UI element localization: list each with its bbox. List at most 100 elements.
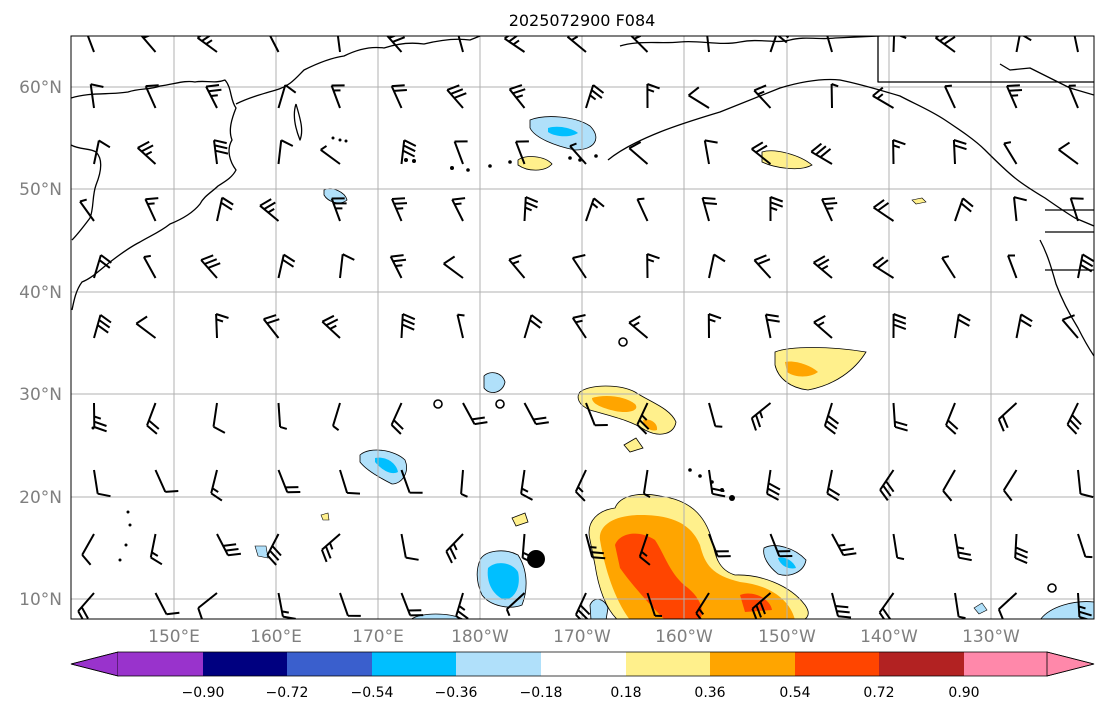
wind-barb	[523, 402, 549, 426]
colorbar: −0.90 −0.72 −0.54 −0.36 −0.18 0.18 0.36 …	[70, 651, 1095, 701]
wind-barb	[1061, 314, 1079, 339]
colorbar-tick-label: −0.54	[351, 685, 394, 701]
wind-barb	[942, 469, 956, 502]
wind-barb	[521, 533, 535, 565]
wind-barb	[508, 254, 526, 279]
wind-barb	[943, 84, 956, 109]
wind-barb	[154, 469, 179, 493]
wind-barb	[1067, 84, 1079, 109]
wind-barb	[332, 402, 341, 431]
wind-barb	[216, 533, 242, 557]
wind-barb	[941, 255, 956, 279]
wind-barb	[826, 469, 841, 502]
wind-barb	[708, 402, 723, 428]
wind-barb	[457, 36, 464, 53]
colorbar-max-extend	[1046, 651, 1095, 677]
wind-barb	[753, 84, 772, 109]
wind-barb	[336, 36, 341, 53]
wind-barb	[954, 313, 971, 339]
gridlines	[71, 36, 1094, 619]
wind-barb	[330, 84, 345, 109]
wind-barb	[769, 533, 793, 558]
wind-barb	[213, 139, 229, 165]
lon-label-150e: 150°E	[148, 627, 200, 647]
wind-barb	[453, 140, 468, 165]
colorbar-swatch	[879, 652, 964, 676]
wind-barb	[146, 402, 160, 435]
wind-barb	[687, 86, 710, 109]
wind-barb	[701, 196, 717, 222]
open-marker	[618, 337, 628, 347]
wind-barb	[1058, 141, 1079, 165]
wind-barb	[750, 402, 772, 431]
wind-barb	[504, 36, 526, 53]
wind-barb	[810, 142, 833, 165]
wind-barb	[1015, 313, 1033, 339]
wind-barb	[571, 314, 587, 339]
lat-label-10n: 10°N	[19, 590, 62, 610]
wind-barb	[390, 84, 407, 109]
colorbar-swatch	[964, 652, 1047, 676]
longitude-labels: 150°E 160°E 170°E 180°W 170°W 160°W 150°…	[148, 627, 1020, 647]
wind-barb	[149, 533, 163, 566]
wind-barb	[137, 140, 157, 165]
wind-barb	[135, 315, 157, 339]
wind-barb	[200, 254, 221, 279]
wind-barb	[259, 198, 280, 222]
open-marker	[433, 399, 443, 409]
wind-barb	[400, 469, 423, 494]
wind-barb	[872, 86, 895, 109]
wind-barb	[462, 402, 488, 426]
colorbar-min-extend	[70, 651, 119, 677]
wind-barb	[266, 533, 282, 566]
wind-barb	[81, 533, 95, 566]
wind-barb	[443, 255, 464, 279]
wind-barb	[945, 402, 959, 435]
wind-barb	[446, 84, 467, 109]
wind-barb	[952, 139, 967, 165]
wind-barbs	[77, 36, 1094, 619]
positive-anomaly-east	[774, 347, 867, 391]
wind-barb	[646, 592, 663, 617]
wind-barb	[892, 36, 907, 53]
wind-barb	[878, 592, 895, 619]
wind-barb	[954, 533, 972, 562]
wind-barb	[89, 83, 104, 109]
lon-label-130w: 130°W	[962, 627, 1020, 647]
wind-barb	[873, 199, 895, 222]
wind-barb	[636, 402, 650, 435]
wind-barb	[954, 197, 974, 222]
wind-barb	[262, 314, 280, 339]
lon-label-160w: 160°W	[655, 627, 713, 647]
wind-barb	[1077, 469, 1094, 499]
wind-barb	[93, 469, 111, 498]
wind-barb	[216, 196, 234, 222]
wind-barb	[766, 469, 781, 501]
wind-barb	[400, 533, 419, 561]
map-title: 2025072900 F084	[509, 11, 656, 30]
open-marker	[495, 399, 505, 409]
colorbar-tick-label: 0.72	[863, 685, 894, 701]
latitude-labels: 60°N 50°N 40°N 30°N 20°N 10°N	[19, 78, 62, 610]
wind-barb	[1015, 36, 1032, 53]
kamchatka-coastline	[235, 36, 481, 141]
wind-barb	[400, 313, 416, 339]
wind-barb	[277, 469, 301, 494]
wind-barb	[1066, 402, 1082, 435]
lon-label-150w: 150°W	[758, 627, 816, 647]
wind-barb	[197, 592, 218, 619]
wind-barb	[389, 254, 407, 279]
wind-barb	[892, 313, 907, 339]
map-frame	[70, 35, 1095, 620]
colorbar-swatch	[372, 652, 456, 676]
wind-barb	[320, 533, 341, 563]
wind-barb	[706, 36, 710, 53]
wind-barb	[826, 36, 833, 53]
wind-barb	[505, 592, 526, 617]
map-area	[71, 36, 1094, 619]
colorbar-tick-label: 0.90	[948, 685, 979, 701]
wind-barb	[212, 402, 226, 434]
wind-barb	[830, 83, 839, 109]
lon-label-170e: 170°E	[352, 627, 404, 647]
